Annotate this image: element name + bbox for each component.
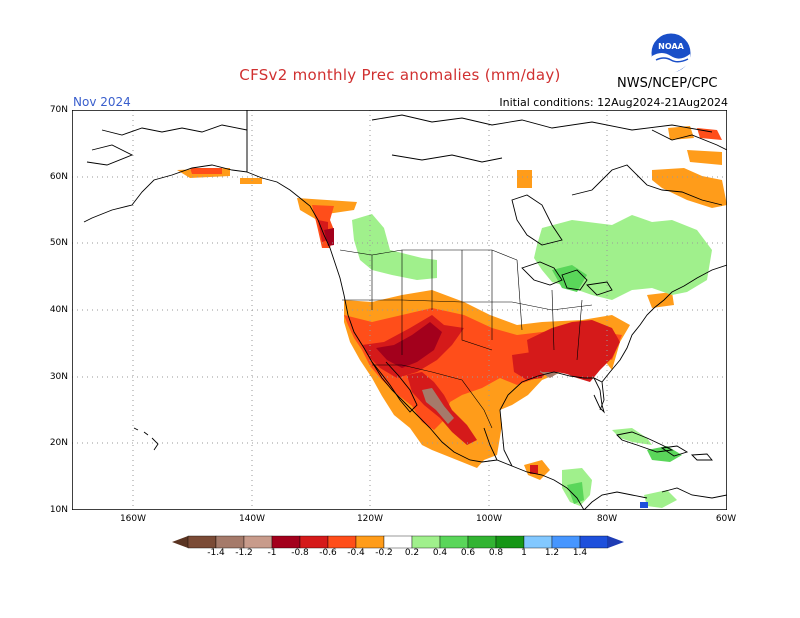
colorbar-end-low (172, 536, 188, 548)
anomaly-region (652, 168, 727, 208)
agency-label: NWS/NCEP/CPC (617, 76, 718, 91)
lon-label: 120W (356, 514, 384, 524)
lat-label: 40N (49, 305, 68, 315)
colorbar-cell (355, 535, 385, 549)
anomaly-region (647, 446, 682, 462)
map-title: CFSv2 monthly Prec anomalies (mm/day) (239, 66, 561, 84)
colorbar-cell (523, 535, 553, 549)
colorbar-cell (271, 535, 301, 549)
anomaly-region (612, 428, 652, 445)
anomaly-region (567, 482, 584, 504)
colorbar-tick-label: 1 (521, 548, 527, 558)
precipitation-anomaly-map (72, 110, 727, 510)
lat-label: 10N (49, 505, 68, 515)
lon-label: 60W (715, 514, 737, 524)
colorbar-tick-label: 1.2 (544, 548, 560, 558)
anomaly-fields (177, 126, 727, 508)
colorbar-tick-label: 0.2 (404, 548, 420, 558)
colorbar-cell (579, 535, 609, 549)
anomaly-region (324, 228, 334, 246)
lon-label: 80W (596, 514, 618, 524)
coastlines (83, 110, 727, 510)
anomaly-region (582, 255, 632, 288)
political-borders (246, 110, 593, 429)
svg-text:NOAA: NOAA (658, 42, 684, 51)
forecast-month: Nov 2024 (73, 95, 131, 109)
colorbar-cell (411, 535, 441, 549)
anomaly-region (352, 214, 437, 280)
colorbar-tick-label: -0.8 (291, 548, 309, 558)
colorbar-cell (551, 535, 581, 549)
colorbar-cell (327, 535, 357, 549)
colorbar-tick-label: 0.6 (460, 548, 476, 558)
lat-label: 70N (49, 105, 68, 115)
colorbar-cell (467, 535, 497, 549)
initial-conditions: Initial conditions: 12Aug2024-21Aug2024 (499, 96, 728, 109)
lon-label: 160W (119, 514, 147, 524)
lat-label: 50N (49, 238, 68, 248)
anomaly-region (190, 168, 222, 174)
noaa-logo: NOAA (650, 32, 692, 74)
anomaly-region (376, 322, 442, 368)
colorbar-cell (495, 535, 525, 549)
anomaly-region (644, 490, 677, 508)
colorbar-tick-label: -0.4 (347, 548, 365, 558)
anomaly-region (240, 178, 262, 184)
colorbar-cell (299, 535, 329, 549)
anomaly-region (687, 150, 722, 165)
lat-label: 20N (49, 438, 68, 448)
colorbar-cell (243, 535, 273, 549)
colorbar-tick-label: -0.2 (375, 548, 393, 558)
colorbar (172, 535, 624, 549)
lon-label: 140W (238, 514, 266, 524)
anomaly-region (534, 215, 712, 300)
colorbar-tick-label: 1.4 (572, 548, 588, 558)
anomaly-region (697, 128, 722, 140)
lat-label: 30N (49, 372, 68, 382)
colorbar-tick-label: 0.8 (488, 548, 504, 558)
anomaly-region (422, 388, 454, 424)
anomaly-region (530, 465, 538, 474)
colorbar-cell (215, 535, 245, 549)
colorbar-cell (187, 535, 217, 549)
anomaly-region (527, 320, 620, 382)
anomaly-region (647, 292, 674, 308)
colorbar-end-high (608, 536, 624, 548)
colorbar-tick-label: 0.4 (432, 548, 448, 558)
colorbar-tick-label: -1.2 (235, 548, 253, 558)
colorbar-tick-label: -0.6 (319, 548, 337, 558)
colorbar-cell (439, 535, 469, 549)
colorbar-tick-label: -1.4 (207, 548, 225, 558)
colorbar-cell (383, 535, 413, 549)
anomaly-region (640, 502, 648, 508)
lon-label: 100W (475, 514, 503, 524)
lat-label: 60N (49, 172, 68, 182)
anomaly-region (517, 170, 532, 188)
lat-lon-grid (72, 110, 727, 510)
colorbar-tick-label: -1 (267, 548, 277, 558)
